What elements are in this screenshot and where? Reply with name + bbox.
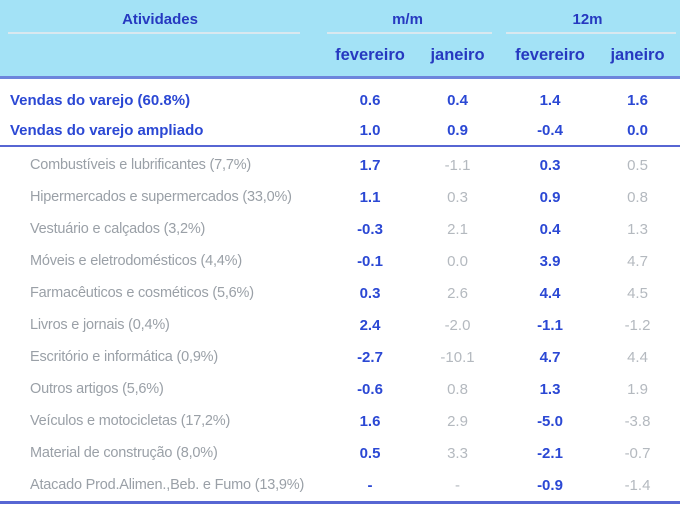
- table-row: Escritório e informática (0,9%) -2.7 -10…: [0, 341, 680, 373]
- header-spacer: [0, 34, 320, 76]
- value-12m-fevereiro: 3.9: [539, 252, 561, 270]
- section-divider-rule: [0, 145, 680, 147]
- activity-label: Veículos e motocicletas (17,2%): [30, 413, 231, 429]
- value-mm-janeiro: 0.0: [447, 252, 468, 270]
- value-12m-janeiro: 1.3: [627, 220, 648, 238]
- table-row: Material de construção (8,0%) 0.5 3.3 -2…: [0, 437, 680, 469]
- value-12m-fevereiro: 1.3: [539, 380, 561, 398]
- table-row: Farmacêuticos e cosméticos (5,6%) 0.3 2.…: [0, 277, 680, 309]
- activity-label: Vendas do varejo ampliado: [10, 121, 204, 139]
- activity-label: Hipermercados e supermercados (33,0%): [30, 189, 292, 205]
- activity-label: Vendas do varejo (60.8%): [10, 91, 191, 109]
- activity-label: Farmacêuticos e cosméticos (5,6%): [30, 285, 254, 301]
- value-mm-janeiro: 0.8: [447, 380, 468, 398]
- table-row: Livros e jornais (0,4%) 2.4 -2.0 -1.1 -1…: [0, 309, 680, 341]
- activity-label: Livros e jornais (0,4%): [30, 317, 170, 333]
- table-bottom-rule: [0, 501, 680, 504]
- table-row: Veículos e motocicletas (17,2%) 1.6 2.9 …: [0, 405, 680, 437]
- value-12m-janeiro: -1.2: [624, 316, 651, 334]
- value-mm-fevereiro: -0.6: [357, 380, 383, 398]
- value-mm-janeiro: 0.9: [447, 121, 468, 139]
- header-underline: [506, 32, 676, 34]
- value-12m-janeiro: 4.5: [627, 284, 648, 302]
- column-group-12m-label: 12m: [572, 10, 603, 28]
- table-row: Vendas do varejo (60.8%) 0.6 0.4 1.4 1.6: [0, 85, 680, 115]
- value-12m-fevereiro: 1.4: [539, 91, 561, 109]
- subcolumn-12m-fevereiro: fevereiro: [515, 45, 585, 64]
- value-mm-fevereiro: -2.7: [357, 348, 383, 366]
- table-row: Hipermercados e supermercados (33,0%) 1.…: [0, 181, 680, 213]
- value-mm-fevereiro: 0.3: [359, 284, 381, 302]
- column-group-mm: m/m: [320, 0, 495, 34]
- activity-label: Combustíveis e lubrificantes (7,7%): [30, 157, 252, 173]
- column-header-atividades-label: Atividades: [122, 10, 198, 28]
- table-row: Vendas do varejo ampliado 1.0 0.9 -0.4 0…: [0, 115, 680, 145]
- activity-label: Móveis e eletrodomésticos (4,4%): [30, 253, 242, 269]
- table-header: Atividades m/m 12m fevereiro janeiro fev…: [0, 0, 680, 79]
- value-mm-fevereiro: 0.6: [359, 91, 381, 109]
- value-12m-fevereiro: -0.4: [537, 121, 563, 139]
- value-mm-fevereiro: -0.3: [357, 220, 383, 238]
- table-row: Outros artigos (5,6%) -0.6 0.8 1.3 1.9: [0, 373, 680, 405]
- activity-label: Vestuário e calçados (3,2%): [30, 221, 206, 237]
- table-row: Móveis e eletrodomésticos (4,4%) -0.1 0.…: [0, 245, 680, 277]
- value-12m-fevereiro: -5.0: [537, 412, 563, 430]
- value-mm-fevereiro: 1.1: [359, 188, 381, 206]
- value-mm-janeiro: 2.9: [447, 412, 468, 430]
- value-mm-fevereiro: 1.0: [359, 121, 381, 139]
- value-mm-janeiro: 0.4: [447, 91, 468, 109]
- column-header-atividades: Atividades: [0, 0, 320, 34]
- table-row: Vestuário e calçados (3,2%) -0.3 2.1 0.4…: [0, 213, 680, 245]
- value-12m-fevereiro: 0.3: [539, 156, 561, 174]
- value-mm-janeiro: -10.1: [440, 348, 475, 366]
- table-row: Atacado Prod.Alimen.,Beb. e Fumo (13,9%)…: [0, 469, 680, 501]
- table-row: Combustíveis e lubrificantes (7,7%) 1.7 …: [0, 149, 680, 181]
- subcolumn-mm-fevereiro: fevereiro: [335, 45, 405, 64]
- header-group-row: Atividades m/m 12m: [0, 0, 680, 34]
- activity-label: Atacado Prod.Alimen.,Beb. e Fumo (13,9%): [30, 477, 305, 493]
- value-mm-fevereiro: 0.5: [359, 444, 381, 462]
- value-12m-fevereiro: -2.1: [537, 444, 563, 462]
- value-12m-janeiro: -1.4: [624, 476, 651, 494]
- activity-label: Outros artigos (5,6%): [30, 381, 164, 397]
- subcolumn-12m-janeiro: janeiro: [610, 45, 665, 64]
- table-body: Vendas do varejo (60.8%) 0.6 0.4 1.4 1.6…: [0, 79, 680, 501]
- column-group-12m: 12m: [495, 0, 680, 34]
- value-mm-fevereiro: 1.7: [359, 156, 381, 174]
- header-underline: [8, 32, 300, 34]
- header-underline: [327, 32, 492, 34]
- activity-label: Material de construção (8,0%): [30, 445, 218, 461]
- value-mm-fevereiro: -: [367, 476, 373, 494]
- value-mm-fevereiro: -0.1: [357, 252, 383, 270]
- value-12m-fevereiro: 0.4: [539, 220, 561, 238]
- value-mm-fevereiro: 1.6: [359, 412, 381, 430]
- value-12m-janeiro: 1.6: [627, 91, 648, 109]
- value-mm-janeiro: -1.1: [444, 156, 471, 174]
- value-mm-fevereiro: 2.4: [359, 316, 381, 334]
- header-subcolumn-row: fevereiro janeiro fevereiro janeiro: [0, 34, 680, 76]
- subcolumn-mm-janeiro: janeiro: [430, 45, 485, 64]
- value-12m-janeiro: 4.4: [627, 348, 648, 366]
- value-12m-janeiro: 0.8: [627, 188, 648, 206]
- activity-label: Escritório e informática (0,9%): [30, 349, 218, 365]
- value-12m-janeiro: 0.0: [627, 121, 648, 139]
- value-mm-janeiro: -: [455, 476, 460, 494]
- value-12m-janeiro: 0.5: [627, 156, 648, 174]
- value-12m-janeiro: 4.7: [627, 252, 648, 270]
- value-12m-fevereiro: -1.1: [537, 316, 563, 334]
- value-mm-janeiro: 3.3: [447, 444, 468, 462]
- value-mm-janeiro: -2.0: [444, 316, 471, 334]
- value-12m-janeiro: 1.9: [627, 380, 648, 398]
- value-12m-fevereiro: -0.9: [537, 476, 563, 494]
- value-12m-fevereiro: 4.7: [539, 348, 561, 366]
- value-mm-janeiro: 2.1: [447, 220, 468, 238]
- value-mm-janeiro: 0.3: [447, 188, 468, 206]
- value-12m-janeiro: -3.8: [624, 412, 651, 430]
- value-12m-janeiro: -0.7: [624, 444, 651, 462]
- value-mm-janeiro: 2.6: [447, 284, 468, 302]
- value-12m-fevereiro: 4.4: [539, 284, 561, 302]
- value-12m-fevereiro: 0.9: [539, 188, 561, 206]
- column-group-mm-label: m/m: [392, 10, 423, 28]
